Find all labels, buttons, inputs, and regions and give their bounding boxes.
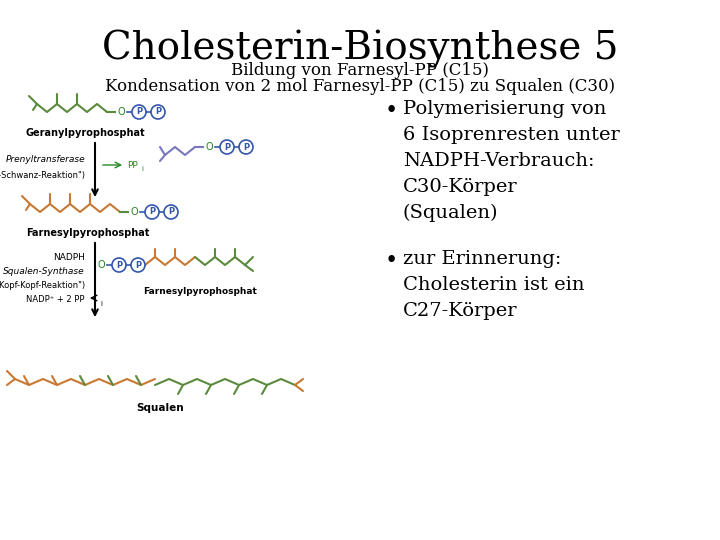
Text: NADPH-Verbrauch:: NADPH-Verbrauch: <box>403 152 595 170</box>
Text: ("Kopf-Schwanz-Reaktion"): ("Kopf-Schwanz-Reaktion") <box>0 171 85 179</box>
Circle shape <box>151 105 165 119</box>
Text: O: O <box>130 207 138 217</box>
Circle shape <box>220 140 234 154</box>
Circle shape <box>145 205 159 219</box>
Circle shape <box>164 205 178 219</box>
Text: 6 Isoprenresten unter: 6 Isoprenresten unter <box>403 126 620 144</box>
Text: P: P <box>116 260 122 269</box>
Circle shape <box>131 258 145 272</box>
Text: NADPH: NADPH <box>53 253 85 262</box>
Text: P: P <box>224 143 230 152</box>
Text: i: i <box>100 301 102 307</box>
Text: P: P <box>243 143 249 152</box>
Text: Cholesterin ist ein: Cholesterin ist ein <box>403 276 585 294</box>
Text: Cholesterin-Biosynthese 5: Cholesterin-Biosynthese 5 <box>102 30 618 68</box>
Text: P: P <box>168 207 174 217</box>
Text: •: • <box>385 100 398 122</box>
Text: (Squalen): (Squalen) <box>403 204 498 222</box>
Text: Polymerisierung von: Polymerisierung von <box>403 100 606 118</box>
Text: i: i <box>141 166 143 172</box>
Text: Bildung von Farnesyl-PP (C15): Bildung von Farnesyl-PP (C15) <box>231 62 489 79</box>
Text: NADP⁺ + 2 PP: NADP⁺ + 2 PP <box>27 295 85 305</box>
Text: O: O <box>117 107 125 117</box>
Text: P: P <box>149 207 155 217</box>
Text: Farnesylpyrophosphat: Farnesylpyrophosphat <box>27 228 150 238</box>
Text: P: P <box>136 107 142 117</box>
Text: Kondensation von 2 mol Farnesyl-PP (C15) zu Squalen (C30): Kondensation von 2 mol Farnesyl-PP (C15)… <box>105 78 615 95</box>
Text: Squalen-Synthase: Squalen-Synthase <box>4 267 85 276</box>
Text: Squalen: Squalen <box>136 403 184 413</box>
Text: ("Kopf-Kopf-Reaktion"): ("Kopf-Kopf-Reaktion") <box>0 281 85 291</box>
Text: PP: PP <box>127 160 138 170</box>
Circle shape <box>239 140 253 154</box>
Text: P: P <box>135 260 141 269</box>
Text: C30-Körper: C30-Körper <box>403 178 518 196</box>
Text: C27-Körper: C27-Körper <box>403 302 518 320</box>
Text: zur Erinnerung:: zur Erinnerung: <box>403 250 562 268</box>
Text: Farnesylpyrophosphat: Farnesylpyrophosphat <box>143 287 257 296</box>
Text: •: • <box>385 250 398 272</box>
Text: O: O <box>97 260 105 270</box>
Circle shape <box>132 105 146 119</box>
Text: Prenyltransferase: Prenyltransferase <box>5 156 85 165</box>
Circle shape <box>112 258 126 272</box>
Text: P: P <box>155 107 161 117</box>
Text: Geranylpyrophosphat: Geranylpyrophosphat <box>25 128 145 138</box>
Text: O: O <box>205 142 213 152</box>
